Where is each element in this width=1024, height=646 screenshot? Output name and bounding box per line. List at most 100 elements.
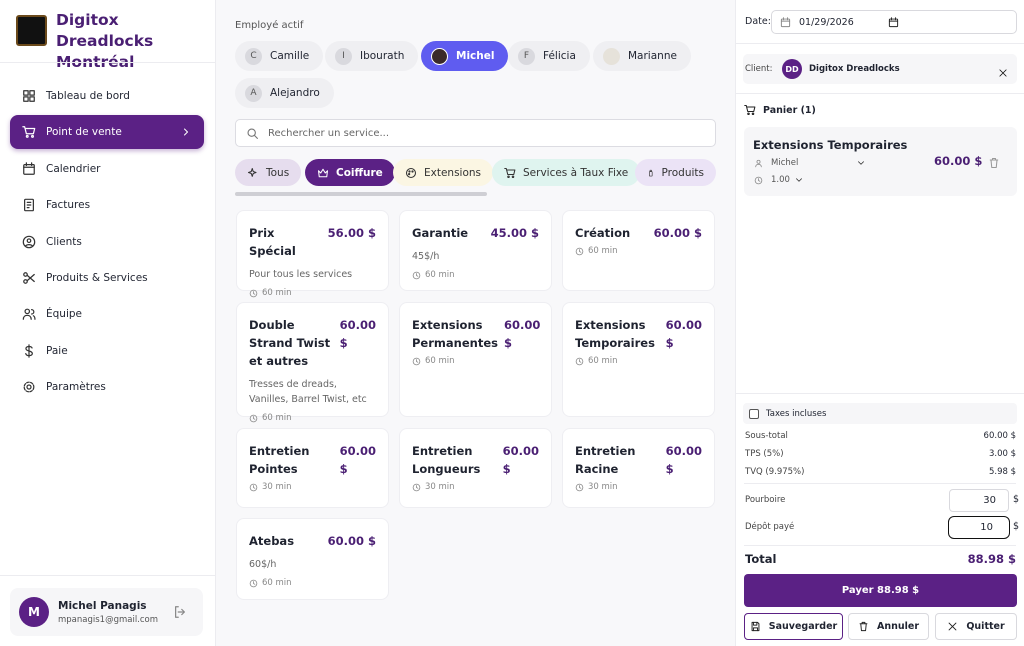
cancel-button[interactable]: Annuler <box>848 613 929 640</box>
filter-label: Tous <box>266 166 290 179</box>
icon-part <box>579 358 582 363</box>
icon-crown <box>317 168 329 177</box>
icon-part <box>249 414 258 422</box>
icon-part <box>23 96 29 102</box>
service-card[interactable]: Garantie 45.00 $ 45$/h 60 min <box>399 210 552 291</box>
clear-client[interactable] <box>998 63 1008 82</box>
service-card[interactable]: Extensions Permanentes 60.00 $ 60 min <box>399 302 552 417</box>
icon-part <box>317 168 329 177</box>
icon-down <box>796 178 802 182</box>
service-card[interactable]: Création 60.00 $ 60 min <box>562 210 715 291</box>
employee-chip[interactable]: Michel <box>421 41 509 71</box>
filter-label: Services à Taux Fixe <box>523 166 629 179</box>
icon-clock <box>575 247 584 255</box>
icon-clock <box>754 176 763 185</box>
item-quantity[interactable]: 1.00 <box>771 175 790 185</box>
taxes-checkbox[interactable] <box>749 408 759 419</box>
employee-chip[interactable]: F Félicia <box>508 41 590 71</box>
icon-sc <box>23 272 35 284</box>
employee-chip[interactable]: I Ibourath <box>325 41 419 71</box>
save-button[interactable]: Sauvegarder <box>744 613 843 640</box>
nav-item[interactable]: Paie <box>10 334 204 368</box>
nav-item[interactable]: Tableau de bord <box>10 79 204 113</box>
divider <box>744 545 1016 546</box>
filter-tab[interactable]: Extensions <box>393 159 494 186</box>
pay-button[interactable]: Payer 88.98 $ <box>744 574 1017 607</box>
quit-button[interactable]: Quitter <box>935 613 1017 640</box>
service-duration: 30 min <box>412 482 539 492</box>
filter-tab[interactable]: Services à Taux Fixe <box>492 159 641 186</box>
icon-part <box>24 243 34 247</box>
nav-label: Équipe <box>46 308 82 321</box>
icon-pal <box>405 167 417 178</box>
user-name: Michel Panagis <box>58 600 147 612</box>
icon-part <box>407 172 411 175</box>
icon-part <box>31 309 36 321</box>
icon-part <box>756 159 761 164</box>
nav-label: Paie <box>46 344 68 357</box>
nav-label: Factures <box>46 199 91 212</box>
icon-part <box>247 167 257 177</box>
employee-photo <box>431 47 448 65</box>
employee-chip[interactable]: Marianne <box>593 41 691 71</box>
filter-tab[interactable]: Produits <box>635 159 716 186</box>
service-duration: 60 min <box>249 288 376 298</box>
duration-text: 60 min <box>262 578 292 588</box>
icon-part <box>22 315 32 321</box>
icon-spark <box>247 167 257 177</box>
icon-bot <box>649 169 653 176</box>
nav-item[interactable]: Calendrier <box>10 152 204 186</box>
nav-item[interactable]: Factures <box>10 188 204 222</box>
icon-chev <box>183 128 189 136</box>
duration-text: 30 min <box>588 482 618 492</box>
filter-tab[interactable]: Coiffure <box>305 159 395 186</box>
summary-value: 60.00 $ <box>983 431 1016 441</box>
nav-item[interactable]: Clients <box>10 225 204 259</box>
remove-item[interactable] <box>988 154 1000 173</box>
filter-tab[interactable]: Tous <box>235 159 302 186</box>
tip-input[interactable]: 30 <box>949 489 1009 512</box>
service-card[interactable]: Prix Spécial 56.00 $ Pour tous les service… <box>236 210 389 298</box>
duration-text: 30 min <box>425 482 455 492</box>
icon-x <box>999 69 1007 77</box>
nav-item[interactable]: Équipe <box>10 297 204 331</box>
duration-text: 60 min <box>588 356 618 366</box>
date-input[interactable]: 01/29/2026 <box>771 10 1017 34</box>
icon-part <box>29 96 35 102</box>
service-duration: 60 min <box>249 413 376 423</box>
icon-clock <box>249 483 258 491</box>
icon-part <box>26 201 32 209</box>
service-card[interactable]: Entretien Longueurs 60.00 $ 30 min <box>399 428 552 508</box>
icon-part <box>780 18 791 27</box>
service-card[interactable]: Double Strand Twist et autres 60.00 $ Tres… <box>236 302 389 423</box>
client-avatar: DD <box>782 59 802 79</box>
nav-item[interactable]: Produits & Services <box>10 261 204 295</box>
date-label: Date: <box>745 16 771 27</box>
summary-value: 3.00 $ <box>988 449 1016 459</box>
icon-part <box>649 170 653 176</box>
icon-cal <box>888 16 898 27</box>
icon-gear <box>23 381 35 393</box>
nav-item[interactable]: Paramètres <box>10 370 204 404</box>
icon-part <box>23 381 35 393</box>
employee-chip[interactable]: A Alejandro <box>235 78 334 108</box>
service-card[interactable]: Entretien Racine 60.00 $ 30 min <box>562 428 715 508</box>
service-price: 60.00 $ <box>665 444 702 476</box>
icon-part <box>752 621 758 632</box>
service-price: 60.00 $ <box>665 318 702 350</box>
logout-button[interactable] <box>173 604 187 623</box>
employee-chip[interactable]: C Camille <box>235 41 324 71</box>
duration-text: 60 min <box>425 356 455 366</box>
summary-label: Sous-total <box>745 431 788 441</box>
item-employee[interactable]: Michel <box>771 158 799 168</box>
service-card[interactable]: Extensions Temporaires 60.00 $ 60 min <box>562 302 715 417</box>
service-card[interactable]: Entretien Pointes 60.00 $ 30 min <box>236 428 389 508</box>
service-header: Entretien Pointes 60.00 $ <box>249 442 376 478</box>
nav-item[interactable]: Point de vente <box>10 115 204 150</box>
deposit-input[interactable]: 10 <box>948 516 1010 539</box>
taxes-row: Taxes incluses <box>743 403 1017 424</box>
cart-item: Extensions Temporaires Michel 1.00 60.00 $ <box>744 127 1017 196</box>
logo <box>16 15 47 46</box>
service-card[interactable]: Atebas 60.00 $ 60$/h 60 min <box>236 518 389 600</box>
search-box[interactable]: Rechercher un service... <box>235 119 716 147</box>
